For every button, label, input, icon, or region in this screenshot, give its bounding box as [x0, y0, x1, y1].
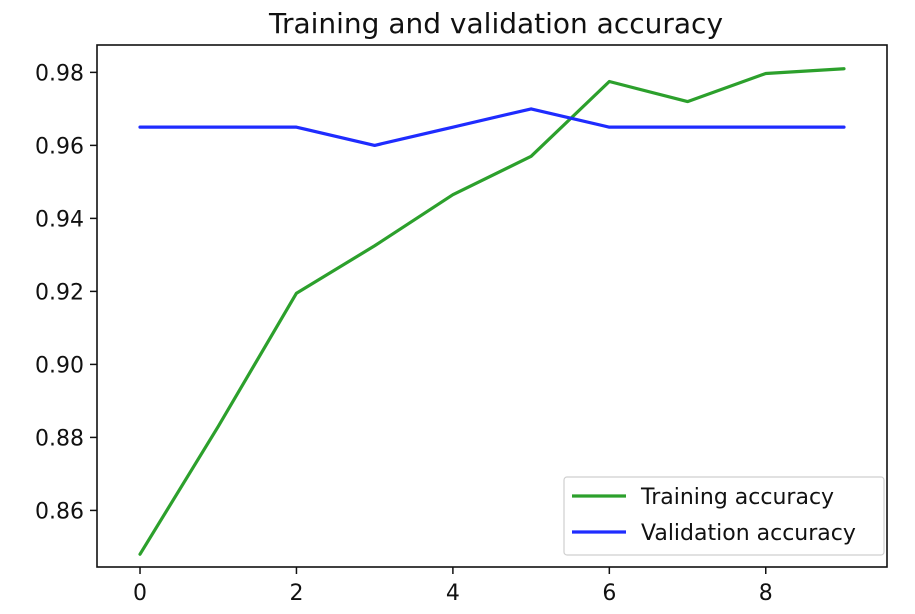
- plot-frame: [96, 44, 888, 568]
- y-tick-label: 0.94: [35, 207, 84, 232]
- y-tick-label: 0.90: [35, 353, 84, 378]
- legend-label-training-accuracy: Training accuracy: [640, 485, 834, 510]
- validation-accuracy-line: [138, 107, 846, 147]
- legend-items: Training accuracy Validation accuracy: [572, 485, 856, 546]
- y-tick-label: 0.88: [35, 426, 84, 451]
- chart-title: Training and validation accuracy: [268, 7, 723, 40]
- x-tick-label: 4: [446, 581, 460, 606]
- x-tick-label: 6: [602, 581, 616, 606]
- legend-label-validation-accuracy: Validation accuracy: [641, 521, 856, 546]
- x-axis: 0 2 4 6 8: [133, 567, 773, 606]
- training-accuracy-line: [138, 67, 846, 556]
- y-tick-label: 0.98: [35, 61, 84, 86]
- x-tick-label: 0: [133, 581, 147, 606]
- y-axis: 0.86 0.88 0.90 0.92 0.94 0.96 0.98: [35, 61, 97, 524]
- y-tick-label: 0.86: [35, 499, 84, 524]
- legend-box: [563, 476, 885, 556]
- y-tick-label: 0.96: [35, 134, 84, 159]
- plot-lines: [138, 67, 846, 556]
- x-tick-label: 2: [289, 581, 303, 606]
- legend: Training accuracy Validation accuracy: [563, 476, 885, 556]
- y-tick-label: 0.92: [35, 280, 84, 305]
- x-tick-label: 8: [759, 581, 773, 606]
